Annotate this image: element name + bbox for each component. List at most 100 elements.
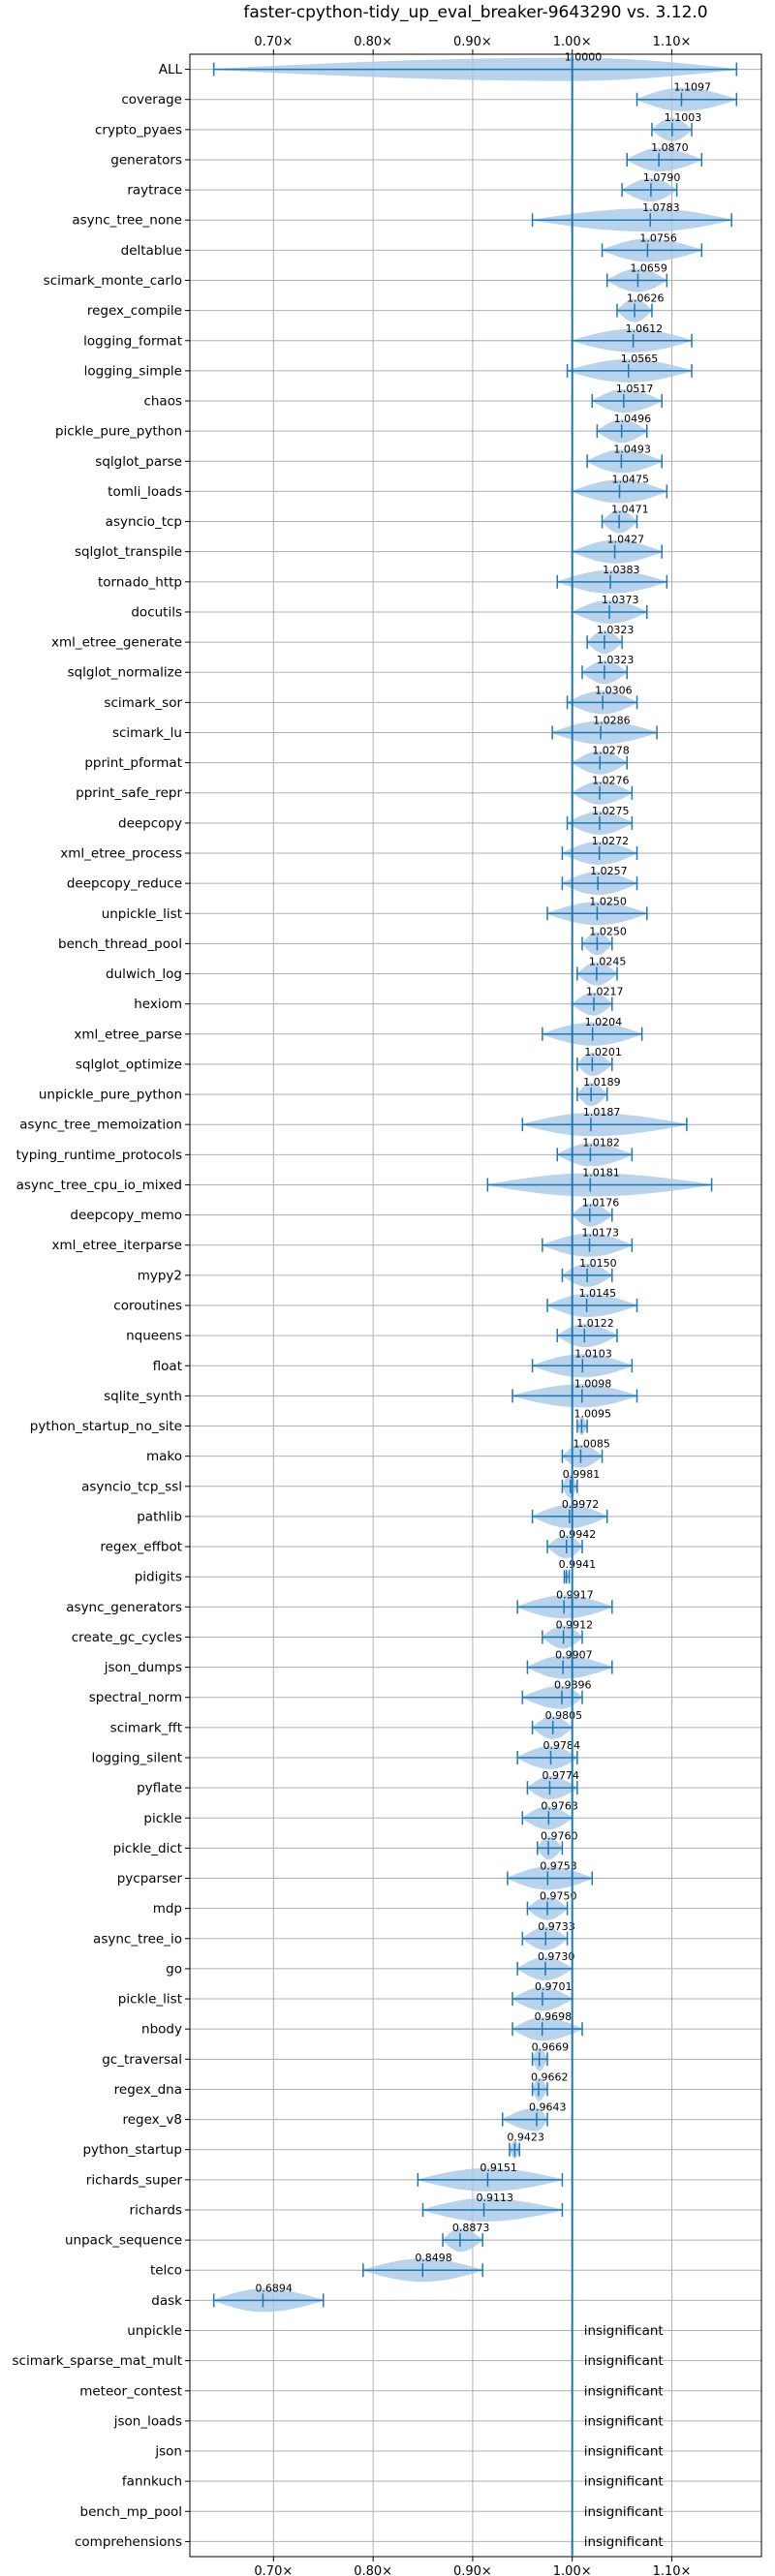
value-label: 0.9753	[540, 1860, 577, 1873]
category-label: sqlglot_optimize	[76, 1057, 182, 1072]
value-label: 0.9774	[542, 1769, 579, 1782]
value-label: 1.0373	[602, 594, 639, 606]
x-tick-label-top: 0.80×	[354, 35, 392, 49]
value-label: 1.0000	[565, 51, 603, 64]
category-label: mypy2	[138, 1268, 182, 1283]
value-label: 0.9698	[535, 2010, 573, 2023]
insignificant-label: insignificant	[584, 2444, 664, 2460]
category-label: gc_traversal	[102, 2052, 182, 2068]
value-label: 1.0790	[643, 171, 681, 184]
value-label: 1.0182	[582, 1136, 620, 1149]
category-label: raytrace	[127, 183, 182, 199]
chart-title: faster-cpython-tidy_up_eval_breaker-9643…	[243, 3, 707, 22]
category-label: async_tree_cpu_io_mixed	[16, 1178, 182, 1193]
x-tick-label-bottom: 1.00×	[553, 2564, 592, 2576]
category-label: typing_runtime_protocols	[16, 1148, 183, 1163]
category-label: unpickle_pure_python	[39, 1088, 182, 1103]
category-label: regex_dna	[114, 2082, 182, 2098]
value-label: 0.9701	[535, 1980, 573, 1993]
category-label: json_loads	[113, 2413, 182, 2429]
category-label: async_tree_none	[72, 213, 182, 229]
category-label: deltablue	[121, 243, 182, 259]
category-label: bench_mp_pool	[80, 2504, 182, 2520]
category-label: create_gc_cycles	[72, 1630, 182, 1645]
category-label: scimark_monte_carlo	[44, 273, 182, 289]
category-label: mako	[146, 1449, 182, 1464]
category-label: xml_etree_process	[60, 846, 182, 862]
category-label: scimark_fft	[110, 1720, 182, 1735]
category-label: deepcopy_memo	[70, 1208, 182, 1223]
value-label: 1.0427	[607, 534, 645, 546]
value-label: 1.0272	[592, 835, 630, 847]
value-label: 1.0173	[581, 1227, 619, 1240]
value-label: 1.0276	[592, 775, 630, 787]
category-label: pidigits	[135, 1570, 182, 1585]
category-label: scimark_sor	[104, 695, 182, 711]
value-label: 1.0286	[593, 714, 631, 726]
x-tick-label-bottom: 0.80×	[354, 2564, 392, 2576]
value-label: 1.0181	[582, 1166, 620, 1179]
x-tick-label-top: 1.00×	[553, 35, 592, 49]
category-label: sqlite_synth	[104, 1389, 182, 1404]
category-label: python_startup	[82, 2142, 182, 2158]
category-label: sqlglot_transpile	[75, 544, 182, 560]
x-tick-label-top: 1.10×	[653, 35, 692, 49]
category-label: unpickle_list	[102, 906, 182, 922]
category-label: xml_etree_parse	[74, 1027, 182, 1042]
value-label: 1.0870	[651, 141, 689, 154]
value-label: 0.8498	[415, 2252, 452, 2264]
value-label: 1.0250	[589, 925, 627, 937]
value-label: 0.9784	[543, 1739, 581, 1752]
category-label: dask	[151, 2293, 182, 2309]
category-label: spectral_norm	[89, 1690, 182, 1705]
category-label: deepcopy_reduce	[67, 876, 182, 892]
category-label: bench_thread_pool	[58, 936, 182, 952]
value-label: 1.0756	[639, 231, 677, 244]
insignificant-label: insignificant	[584, 2534, 664, 2550]
category-label: regex_compile	[87, 303, 182, 319]
category-label: pprint_pformat	[84, 755, 182, 771]
category-label: xml_etree_generate	[51, 635, 182, 651]
value-label: 1.0278	[592, 745, 630, 757]
value-label: 1.0626	[627, 292, 665, 305]
value-label: 0.9151	[480, 2162, 516, 2174]
category-label: python_startup_no_site	[30, 1419, 182, 1434]
insignificant-label: insignificant	[584, 2474, 664, 2490]
value-label: 1.0098	[574, 1377, 612, 1390]
value-label: 0.8873	[452, 2222, 490, 2234]
value-label: 0.9113	[477, 2192, 514, 2204]
category-label: pickle_dict	[113, 1841, 182, 1856]
category-label: chaos	[143, 394, 182, 410]
category-label: async_tree_memoization	[19, 1118, 182, 1133]
value-label: 0.9912	[556, 1618, 594, 1631]
value-label: 1.0257	[590, 865, 628, 877]
category-label: async_generators	[66, 1600, 182, 1615]
category-label: async_tree_io	[93, 1931, 182, 1947]
value-label: 1.0612	[626, 322, 664, 335]
category-label: crypto_pyaes	[95, 122, 182, 138]
value-label: 1.0176	[582, 1197, 620, 1210]
category-label: ALL	[159, 62, 183, 77]
category-label: coverage	[121, 92, 182, 107]
category-label: telco	[150, 2263, 182, 2279]
value-label: 1.0095	[574, 1408, 611, 1421]
category-label: coroutines	[113, 1299, 182, 1314]
value-label: 0.9643	[529, 2101, 567, 2114]
value-label: 1.0323	[597, 624, 635, 636]
value-label: 0.9730	[538, 1950, 575, 1963]
category-label: scimark_lu	[112, 725, 182, 741]
value-label: 0.9805	[545, 1709, 583, 1722]
category-label: pickle_pure_python	[55, 424, 182, 440]
category-label: logging_silent	[92, 1750, 182, 1765]
x-tick-label-bottom: 0.70×	[254, 2564, 293, 2576]
value-label: 1.0245	[589, 956, 627, 968]
value-label: 0.9760	[541, 1829, 578, 1842]
category-label: hexiom	[134, 997, 182, 1012]
value-label: 1.0383	[603, 564, 640, 576]
value-label: 1.0187	[583, 1106, 621, 1119]
category-label: deepcopy	[118, 815, 182, 831]
value-label: 1.0659	[630, 261, 667, 274]
insignificant-label: insignificant	[584, 2413, 664, 2429]
value-label: 1.0150	[579, 1257, 617, 1270]
value-label: 1.0493	[613, 443, 651, 455]
